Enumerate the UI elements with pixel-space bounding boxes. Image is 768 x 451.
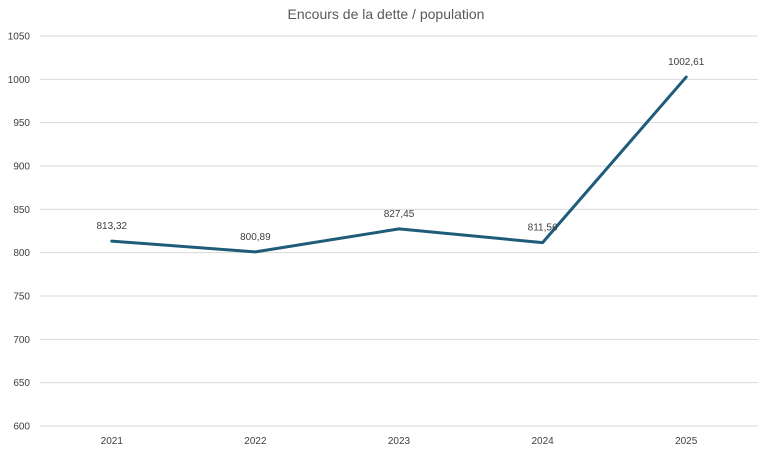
x-tick-label: 2021: [101, 436, 124, 446]
y-tick-label: 600: [13, 422, 30, 433]
x-tick-label: 2024: [531, 436, 554, 446]
y-axis-ticks: 600 650 700 750 800 850 900 950 1000 1050: [8, 32, 31, 433]
data-label: 800,89: [240, 232, 271, 243]
series-line: [110, 75, 688, 254]
y-tick-label: 950: [13, 118, 30, 129]
gridlines: [40, 35, 758, 427]
y-tick-label: 900: [13, 162, 30, 173]
data-point: [685, 75, 688, 79]
y-tick-label: 850: [13, 205, 30, 216]
x-tick-label: 2022: [244, 436, 267, 446]
series: [110, 75, 688, 254]
chart-title: Encours de la dette / population: [288, 6, 485, 22]
y-tick-label: 700: [13, 335, 30, 346]
x-axis-ticks: 2021 2022 2023 2024 2025: [101, 436, 698, 447]
data-point: [397, 227, 401, 231]
data-label: 813,32: [97, 221, 128, 232]
y-tick-label: 750: [13, 292, 30, 303]
y-tick-label: 1050: [8, 32, 31, 43]
y-tick-label: 800: [13, 248, 30, 259]
y-tick-label: 650: [13, 378, 30, 389]
data-label: 811,56: [528, 223, 558, 234]
data-point: [254, 250, 257, 254]
x-tick-label: 2023: [388, 436, 411, 446]
data-point: [541, 241, 544, 244]
data-labels: 813,32 800,89 827,45 811,56 1002,61: [97, 57, 705, 243]
data-point: [110, 239, 114, 243]
data-label: 1002,61: [668, 57, 705, 68]
data-label: 827,45: [384, 209, 415, 220]
x-tick-label: 2025: [675, 436, 698, 446]
y-tick-label: 1000: [8, 75, 31, 86]
